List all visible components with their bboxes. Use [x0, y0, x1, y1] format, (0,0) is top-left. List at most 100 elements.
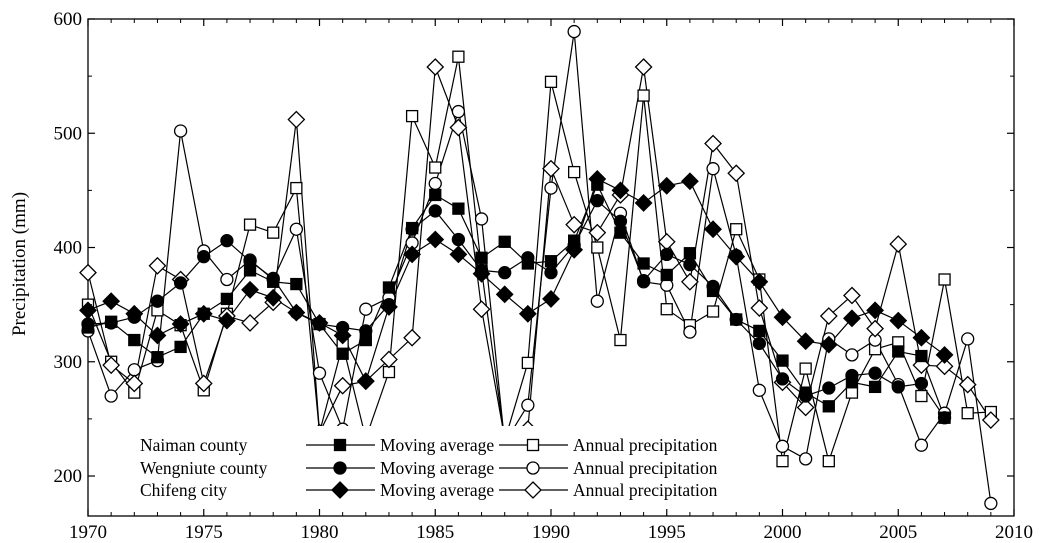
naiman_annual-point	[660, 303, 673, 316]
naiman_ma-point	[290, 277, 303, 291]
naiman_annual-point	[961, 407, 974, 420]
naiman_ma-point	[892, 345, 905, 358]
chifeng_annual-point	[889, 235, 908, 253]
chifeng_ma-line	[87, 178, 945, 383]
weng_annual-point	[104, 389, 118, 403]
naiman_annual-point	[544, 75, 558, 88]
legend-entry-label: Annual precipitation	[573, 435, 718, 455]
chifeng_annual-point	[866, 319, 885, 338]
naiman_ma-point	[544, 255, 558, 268]
chifeng_annual-point	[542, 159, 560, 178]
chifeng_ma-point	[310, 313, 329, 332]
weng_annual-point	[173, 124, 188, 138]
chifeng_ma-point	[634, 194, 653, 212]
weng_ma-point	[173, 276, 188, 290]
naiman_ma-point	[174, 340, 187, 354]
chifeng_ma-point	[750, 272, 769, 291]
naiman_ma-point	[128, 333, 141, 347]
naiman_ma-point	[614, 226, 627, 239]
chifeng_annual-point	[680, 272, 699, 291]
weng_ma-point	[845, 368, 859, 383]
x-tick-label: 2005	[879, 522, 917, 543]
chifeng_annual-point	[287, 110, 306, 129]
chifeng_annual-point	[843, 286, 861, 305]
weng_annual-point	[127, 363, 141, 377]
naiman_ma-point	[776, 354, 789, 367]
weng_annual-point	[799, 452, 813, 466]
chifeng_annual-point	[981, 411, 1000, 429]
chifeng_annual-point	[588, 223, 607, 242]
weng_ma-point	[822, 381, 836, 395]
naiman_ma-point	[753, 324, 766, 338]
chifeng_ma-point	[680, 172, 699, 191]
chifeng_annual-point	[426, 58, 445, 76]
chifeng_annual-point	[449, 118, 468, 137]
weng_annual-point	[428, 176, 442, 191]
chifeng_ma-point	[79, 301, 97, 320]
chifeng_annual-point	[194, 374, 213, 393]
chifeng_annual-point	[148, 256, 167, 275]
weng_annual-point	[590, 294, 604, 308]
naiman_ma-point	[336, 347, 349, 360]
chifeng_annual-point	[657, 232, 676, 251]
chifeng_ma-point	[472, 264, 491, 283]
x-tick-label: 1995	[648, 522, 686, 543]
weng_ma-point	[752, 336, 766, 351]
chifeng_ma-point	[171, 315, 190, 333]
chifeng_ma-point	[449, 245, 468, 264]
naiman_annual-point	[915, 389, 928, 403]
legend-group-label: Wengniute county	[140, 458, 268, 478]
naiman_annual-point	[452, 50, 465, 63]
naiman_annual-point	[614, 333, 627, 347]
chifeng_ma-point	[773, 308, 792, 327]
chifeng_ma-point	[704, 220, 722, 239]
weng_annual-point	[544, 181, 558, 195]
naiman_annual-point	[405, 109, 419, 123]
weng_annual-point	[984, 496, 998, 511]
naiman_annual-point	[290, 181, 303, 195]
weng_ma-point	[636, 273, 651, 288]
weng_ma-point	[891, 380, 905, 394]
naiman_ma-line	[87, 183, 946, 418]
chifeng_ma-point	[727, 247, 746, 266]
naiman_ma-point	[382, 281, 396, 294]
legend-marker	[526, 461, 540, 475]
y-tick-label: 400	[54, 238, 83, 259]
chifeng_ma-point	[796, 332, 815, 351]
legend: Naiman county Moving average Annual precip…	[135, 426, 735, 502]
weng_ma-point	[359, 324, 373, 338]
weng_ma-point	[451, 232, 466, 247]
legend-background	[135, 426, 735, 502]
chifeng_ma-point	[102, 292, 121, 311]
weng_ma-point	[544, 265, 558, 280]
weng_annual-point	[312, 366, 327, 380]
naiman_annual-point	[637, 89, 650, 102]
legend-group-label: Chifeng city	[140, 480, 227, 500]
chifeng_annual-point	[750, 299, 769, 317]
weng_annual-point	[706, 162, 720, 176]
legend-marker	[524, 481, 542, 499]
naiman_ma-point	[822, 400, 835, 413]
chifeng_annual-point	[565, 215, 584, 234]
x-tick-label: 1980	[301, 522, 339, 543]
naiman_ma-point	[637, 257, 650, 270]
naiman_annual-point	[521, 356, 534, 370]
naiman_annual-point	[822, 455, 835, 468]
naiman_ma-point	[429, 188, 442, 202]
y-tick-label: 500	[54, 123, 83, 144]
chifeng_annual-point	[727, 164, 746, 183]
weng_annual-point	[752, 383, 766, 397]
chifeng_ma-point	[426, 230, 445, 249]
legend-marker	[333, 461, 347, 475]
y-tick-label: 300	[54, 352, 83, 373]
weng_annual-point	[220, 272, 234, 287]
weng_annual-point	[521, 398, 535, 412]
weng_annual-point	[683, 325, 697, 339]
x-tick-label: 2010	[995, 522, 1033, 543]
legend-entry-label: Moving average	[380, 435, 494, 455]
chifeng_annual-point	[704, 134, 722, 153]
chifeng_ma-point	[565, 240, 584, 259]
weng_ma-line	[87, 199, 946, 419]
weng_ma-point	[590, 194, 604, 208]
chifeng_ma-point	[518, 304, 537, 323]
